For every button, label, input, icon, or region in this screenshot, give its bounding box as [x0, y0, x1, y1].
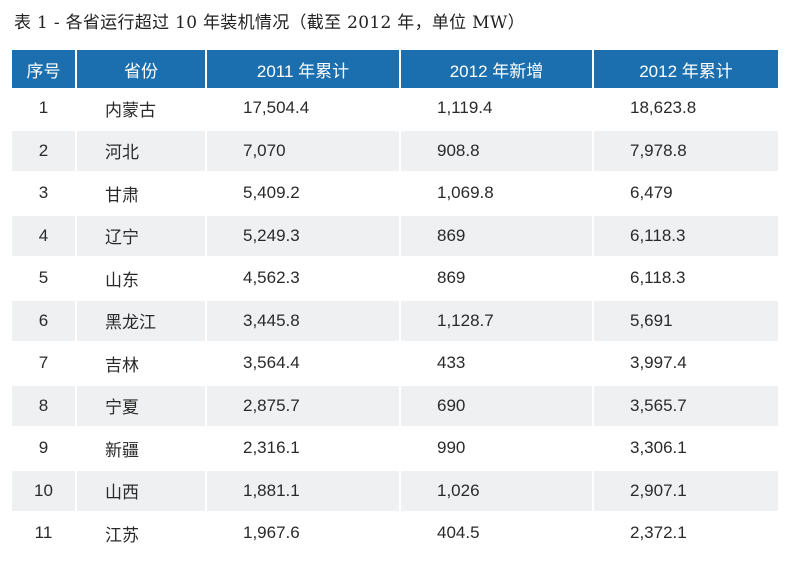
cell-2012-cumulative: 5,691	[593, 299, 778, 343]
cell-province: 辽宁	[76, 214, 207, 258]
installed-capacity-table: 序号 省份 2011 年累计 2012 年新增 2012 年累计 1 内蒙古 17,…	[12, 50, 778, 556]
header-2012-cumulative: 2012 年累计	[593, 50, 778, 88]
table-row: 11 江苏 1,967.6 404.5 2,372.1	[12, 512, 778, 556]
cell-2012-new: 1,128.7	[400, 299, 594, 343]
cell-2012-cumulative: 3,306.1	[593, 427, 778, 471]
cell-index: 9	[12, 427, 77, 471]
table-row: 7 吉林 3,564.4 433 3,997.4	[12, 342, 778, 386]
cell-index: 10	[12, 469, 77, 513]
cell-index: 7	[12, 342, 77, 386]
cell-2011-cumulative: 5,409.2	[206, 172, 401, 216]
cell-province: 宁夏	[76, 384, 207, 428]
cell-index: 5	[12, 257, 77, 301]
cell-index: 1	[12, 88, 77, 131]
table-caption: 表 1 - 各省运行超过 10 年装机情况（截至 2012 年，单位 MW）	[14, 13, 525, 33]
table-row: 2 河北 7,070 908.8 7,978.8	[12, 129, 778, 173]
cell-2012-new: 1,026	[400, 469, 594, 513]
table-row: 4 辽宁 5,249.3 869 6,118.3	[12, 214, 778, 258]
table-row: 10 山西 1,881.1 1,026 2,907.1	[12, 469, 778, 513]
cell-2011-cumulative: 1,967.6	[206, 512, 401, 556]
cell-index: 11	[12, 512, 77, 556]
cell-province: 新疆	[76, 427, 207, 471]
cell-2011-cumulative: 3,564.4	[206, 342, 401, 386]
cell-2012-cumulative: 6,118.3	[593, 257, 778, 301]
cell-2012-cumulative: 7,978.8	[593, 129, 778, 173]
cell-province: 内蒙古	[76, 88, 207, 131]
header-province: 省份	[76, 50, 207, 88]
cell-index: 6	[12, 299, 77, 343]
cell-2011-cumulative: 17,504.4	[206, 88, 401, 131]
cell-2012-cumulative: 6,479	[593, 172, 778, 216]
header-2011-cumulative: 2011 年累计	[206, 50, 401, 88]
cell-2012-new: 433	[400, 342, 594, 386]
table-header-row: 序号 省份 2011 年累计 2012 年新增 2012 年累计	[12, 50, 778, 88]
cell-2012-new: 404.5	[400, 512, 594, 556]
cell-2012-new: 869	[400, 257, 594, 301]
cell-2012-new: 690	[400, 384, 594, 428]
table-row: 5 山东 4,562.3 869 6,118.3	[12, 257, 778, 301]
cell-province: 甘肃	[76, 172, 207, 216]
cell-2011-cumulative: 5,249.3	[206, 214, 401, 258]
cell-2012-new: 908.8	[400, 129, 594, 173]
cell-2012-new: 1,069.8	[400, 172, 594, 216]
cell-2012-cumulative: 18,623.8	[593, 88, 778, 131]
cell-province: 江苏	[76, 512, 207, 556]
cell-2011-cumulative: 3,445.8	[206, 299, 401, 343]
cell-province: 黑龙江	[76, 299, 207, 343]
header-index: 序号	[12, 50, 77, 88]
cell-2012-cumulative: 2,372.1	[593, 512, 778, 556]
cell-2012-cumulative: 6,118.3	[593, 214, 778, 258]
cell-2012-cumulative: 3,997.4	[593, 342, 778, 386]
cell-2012-cumulative: 3,565.7	[593, 384, 778, 428]
cell-2011-cumulative: 2,316.1	[206, 427, 401, 471]
table-row: 8 宁夏 2,875.7 690 3,565.7	[12, 384, 778, 428]
cell-index: 4	[12, 214, 77, 258]
table-row: 9 新疆 2,316.1 990 3,306.1	[12, 427, 778, 471]
cell-2012-new: 990	[400, 427, 594, 471]
cell-province: 山东	[76, 257, 207, 301]
cell-2011-cumulative: 7,070	[206, 129, 401, 173]
header-2012-new: 2012 年新增	[400, 50, 594, 88]
cell-province: 河北	[76, 129, 207, 173]
table-row: 3 甘肃 5,409.2 1,069.8 6,479	[12, 172, 778, 216]
cell-province: 吉林	[76, 342, 207, 386]
table-row: 6 黑龙江 3,445.8 1,128.7 5,691	[12, 299, 778, 343]
cell-2012-new: 1,119.4	[400, 88, 594, 131]
table-row: 1 内蒙古 17,504.4 1,119.4 18,623.8	[12, 88, 778, 131]
cell-2011-cumulative: 2,875.7	[206, 384, 401, 428]
cell-province: 山西	[76, 469, 207, 513]
cell-index: 3	[12, 172, 77, 216]
cell-2011-cumulative: 1,881.1	[206, 469, 401, 513]
cell-2012-cumulative: 2,907.1	[593, 469, 778, 513]
cell-2011-cumulative: 4,562.3	[206, 257, 401, 301]
cell-index: 8	[12, 384, 77, 428]
cell-index: 2	[12, 129, 77, 173]
cell-2012-new: 869	[400, 214, 594, 258]
